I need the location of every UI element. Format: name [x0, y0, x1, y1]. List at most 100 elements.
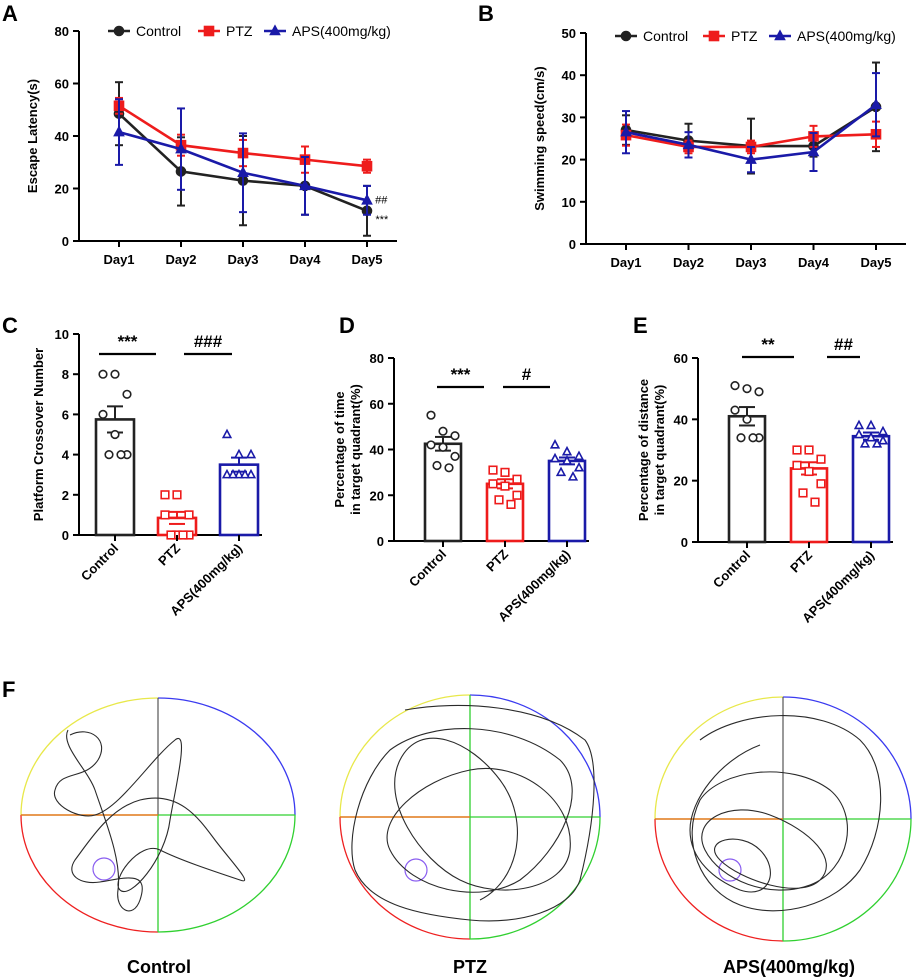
panel-b-y-tick-label: 40 [562, 68, 576, 83]
panel-e-ptz-data-point [816, 454, 826, 464]
panel-b-x-tick-label: Day2 [673, 255, 704, 270]
panel-b-y-axis-title: Swimming speed(cm/s) [532, 66, 547, 210]
panel-c-aps-400mg-kg-data-point [227, 468, 239, 479]
panel-letter-b: B [478, 1, 494, 26]
panel-letter-d: D [339, 313, 355, 338]
panel-d-y-tick-label: 60 [370, 397, 384, 412]
panel-e-y-tick-label: 40 [674, 412, 688, 427]
panel-e-aps-400mg-kg-data-point [865, 419, 877, 430]
panel-e-y-tick-label: 0 [681, 535, 688, 550]
panel-e-ptz-data-point [792, 445, 802, 455]
panel-letter-f: F [2, 677, 15, 702]
panel-e-control-data-point [736, 433, 746, 443]
panel-c-x-tick-label: PTZ [155, 540, 183, 568]
escape-latency-chart: 0 20 40 60 80 Day1 Day2 Day3 Day4 Day5 Escape Late… [25, 23, 397, 267]
panel-b-y-tick-label: 20 [562, 153, 576, 168]
panel-b-y-tick-label: 0 [569, 237, 576, 252]
panel-c-ptz-data-point [166, 530, 176, 540]
panel-c-control-data-point [104, 450, 114, 460]
panel-a-legend-aps-400mg-kg-marker [269, 24, 281, 36]
panel-c-aps-400mg-kg-data-point [233, 468, 245, 479]
panel-e-control-data-point [730, 381, 740, 391]
panel-b-y-tick-label: 30 [562, 110, 576, 125]
panel-a-x-tick-label: Day1 [103, 252, 134, 267]
panel-b-x-tick-label: Day3 [735, 255, 766, 270]
panel-a-y-tick-label: 20 [55, 182, 69, 197]
maze-label-aps: APS(400mg/kg) [723, 957, 855, 977]
panel-d-control-data-point [438, 426, 448, 436]
panel-b-legend-ptz-marker [708, 30, 720, 42]
panel-d-significance-label: # [522, 365, 532, 384]
panel-d-y-axis-title: in target quadrant(%) [348, 384, 363, 515]
panel-a-x-tick-label: Day3 [227, 252, 258, 267]
panel-d-aps-400mg-kg-data-point [549, 439, 561, 449]
panel-e-control-data-point [742, 414, 752, 424]
panel-d-y-tick-label: 40 [370, 443, 384, 458]
panel-b-series-aps-400mg-kg-point [620, 125, 632, 137]
panel-d-control-data-point [426, 440, 436, 450]
panel-e-control-data-point [742, 384, 752, 394]
panel-e-control-data-point [754, 387, 764, 397]
panel-a-series-aps-400mg-kg-point [175, 142, 187, 154]
panel-d-ptz-data-point [500, 467, 510, 477]
panel-b-legend-ptz-label: PTZ [731, 28, 758, 44]
panel-d-aps-400mg-kg-data-point [573, 461, 585, 472]
panel-c-ptz-data-point [178, 530, 188, 540]
panel-e-ptz-data-point [798, 488, 808, 498]
panel-e-y-tick-label: 20 [674, 474, 688, 489]
panel-letter-e: E [633, 313, 648, 338]
panel-d-y-axis-title: Percentage of time [332, 391, 347, 507]
panel-e-ptz-bar [789, 467, 829, 544]
panel-d-x-tick-label: Control [406, 547, 449, 590]
panel-d-ptz-bar [485, 482, 525, 543]
swimming-speed-chart: 0 10 20 30 40 50 Day1 Day2 Day3 Day4 Day5 Swimming … [532, 26, 906, 270]
panel-a-x-tick-label: Day5 [351, 252, 382, 267]
panel-a-series-ptz-point [361, 160, 373, 172]
panel-d-aps-400mg-kg-data-point [561, 455, 573, 465]
panel-b-x-tick-label: Day1 [610, 255, 641, 270]
panel-d-control-data-point [444, 463, 454, 473]
panel-e-x-tick-label: Control [710, 548, 753, 591]
panel-d-y-tick-label: 0 [377, 534, 384, 549]
panel-e-ptz-data-point [810, 497, 820, 507]
panel-a-y-tick-label: 80 [55, 24, 69, 39]
panel-e-ptz-data-point [804, 445, 814, 455]
panel-c-y-tick-label: 8 [62, 367, 69, 382]
panel-c-aps-400mg-kg-data-point [221, 428, 233, 439]
panel-a-legend-control-label: Control [136, 23, 181, 39]
panel-d-aps-400mg-kg-data-point [561, 445, 573, 456]
panel-e-ptz-data-point [816, 479, 826, 489]
panel-c-significance-label: ### [194, 332, 223, 351]
panel-e-significance-label: ** [761, 335, 775, 354]
panel-c-aps-400mg-kg-data-point [245, 448, 257, 459]
panel-a-series-aps-400mg-kg-point [113, 125, 125, 137]
panel-a-legend-ptz-label: PTZ [226, 23, 253, 39]
panel-a-legend-control-marker [113, 25, 125, 37]
panel-d-control-data-point [450, 451, 460, 461]
panel-c-control-data-point [110, 429, 120, 440]
panel-d-aps-400mg-kg-data-point [573, 450, 585, 461]
panel-e-aps-400mg-kg-data-point [865, 431, 877, 442]
panel-a-y-tick-label: 60 [55, 77, 69, 92]
panel-c-significance-label: *** [118, 332, 138, 351]
panel-a-series-aps-400mg-kg-point [299, 179, 311, 191]
panel-c-control-data-point [122, 389, 132, 399]
panel-e-significance-label: ## [834, 335, 853, 354]
panel-a-legend-aps-400mg-kg-label: APS(400mg/kg) [292, 23, 391, 39]
panel-b-series-aps-400mg-kg-point [870, 98, 882, 110]
panel-c-aps-400mg-kg-data-point [221, 468, 233, 479]
panel-c-y-tick-label: 2 [62, 488, 69, 503]
panel-c-y-tick-label: 0 [62, 528, 69, 543]
panel-d-x-tick-label: PTZ [483, 546, 511, 574]
panel-d-aps-400mg-kg-data-point [555, 466, 567, 477]
panel-d-ptz-data-point [512, 490, 522, 500]
panel-b-legend-control-label: Control [643, 28, 688, 44]
panel-b-x-tick-label: Day4 [798, 255, 830, 270]
panel-a-legend-ptz-marker [203, 25, 215, 37]
panel-d-ptz-data-point [488, 465, 498, 475]
panel-e-aps-400mg-kg-data-point [853, 419, 865, 430]
panel-c-aps-400mg-kg-data-point [245, 468, 257, 479]
panel-b-legend-aps-400mg-kg-label: APS(400mg/kg) [797, 28, 896, 44]
